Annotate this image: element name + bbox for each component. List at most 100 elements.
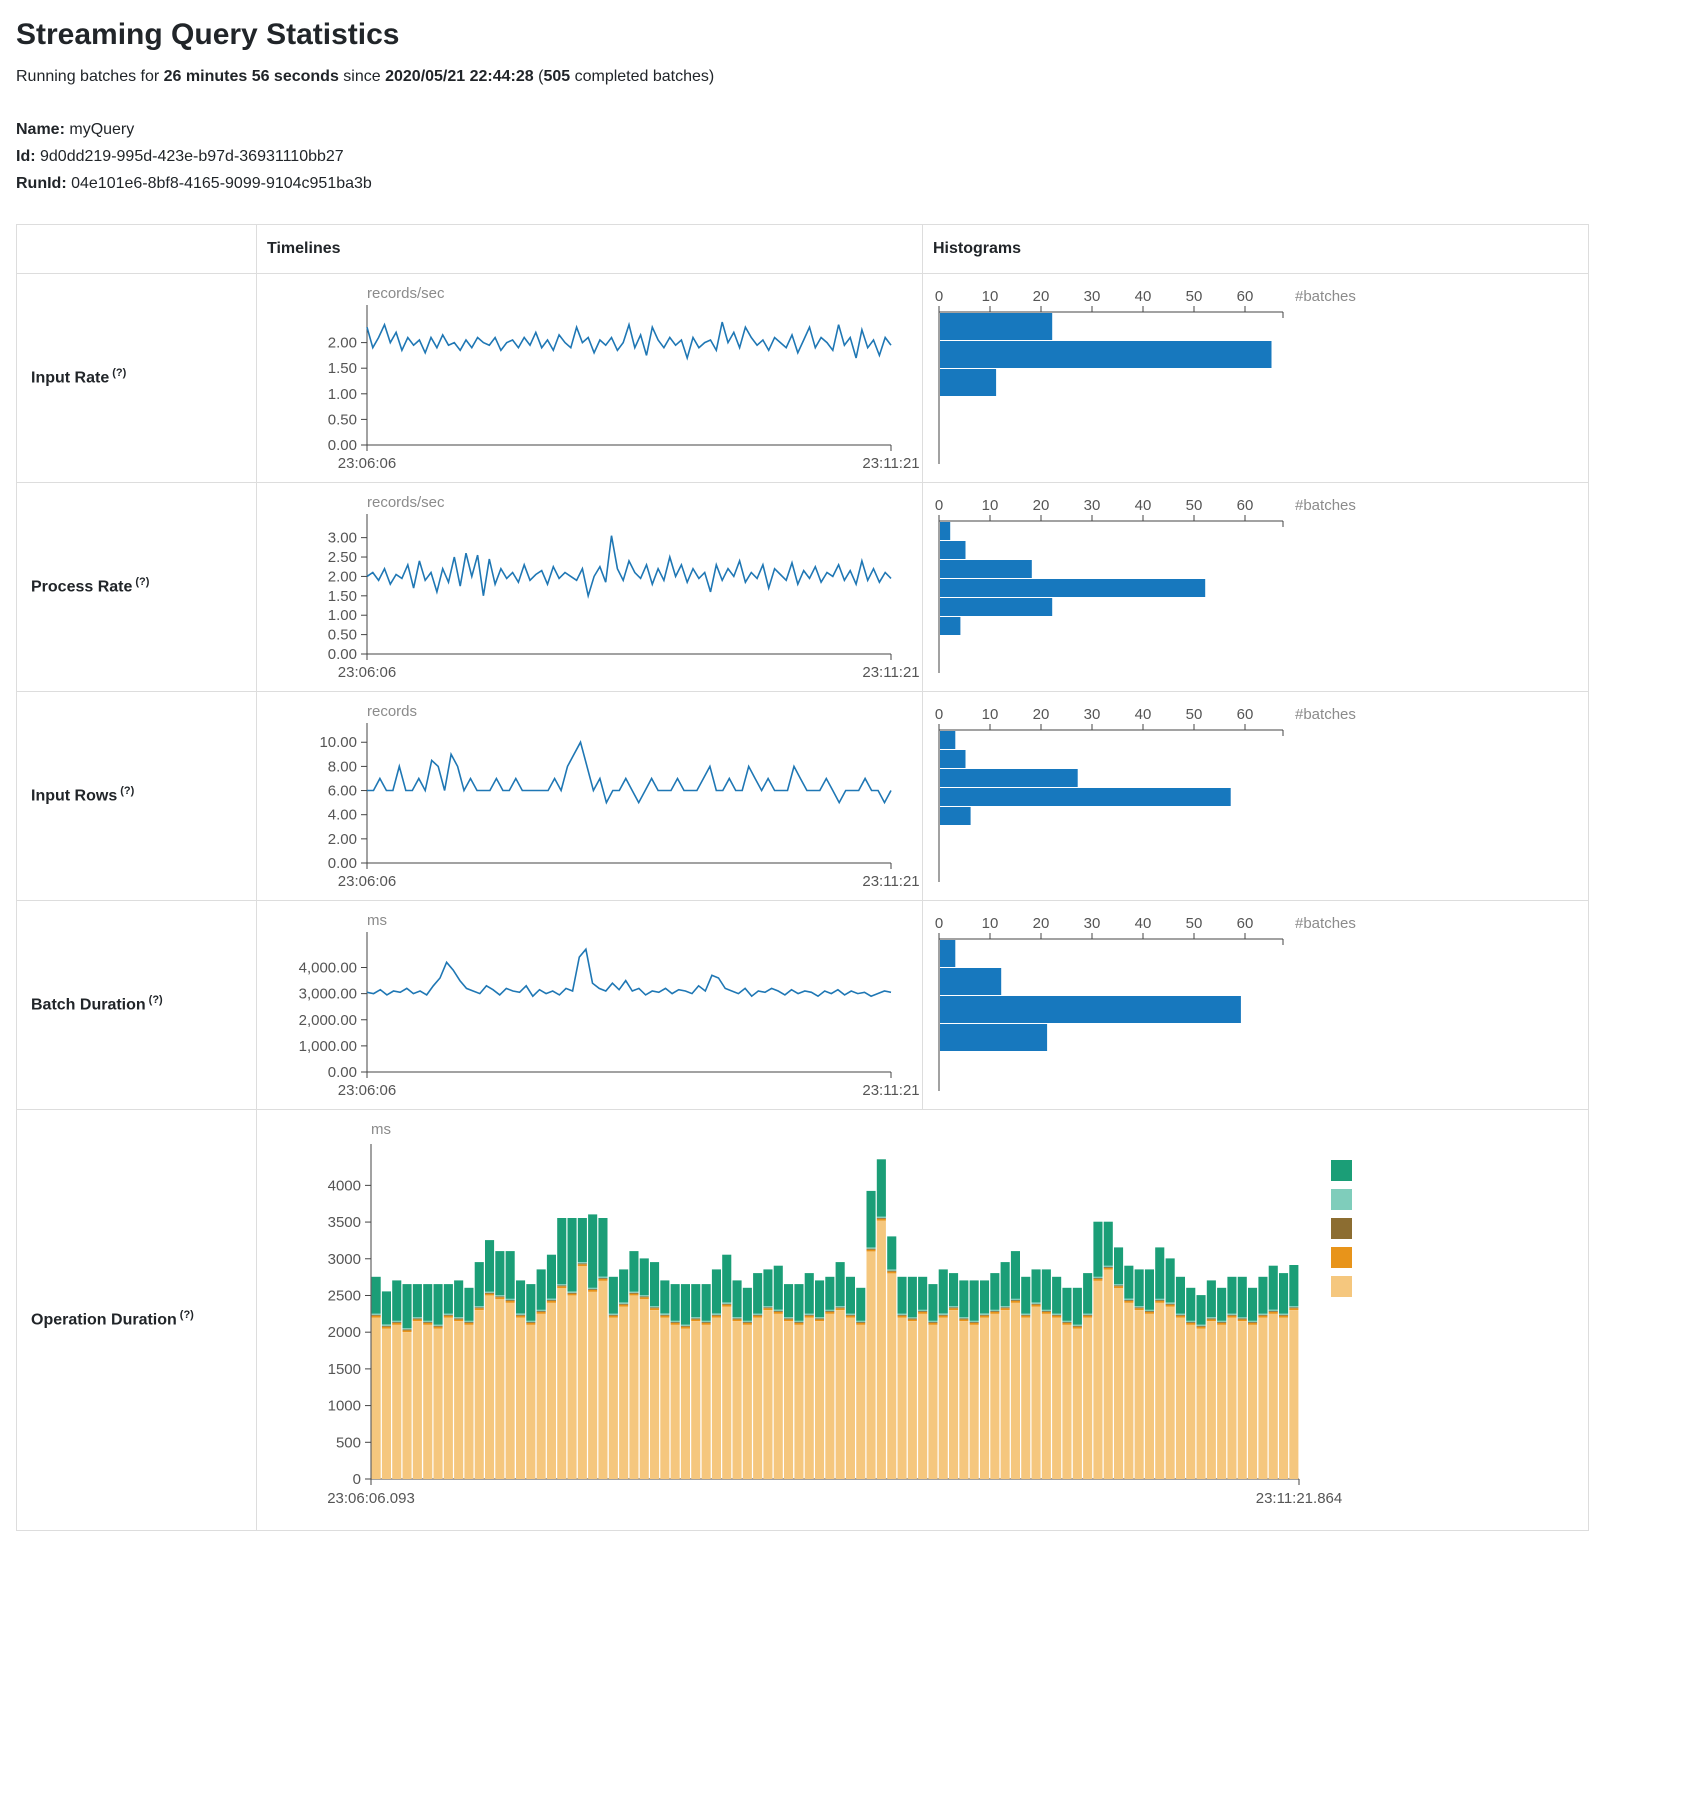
process-rate-histogram-cell: 0 10 20 30 40 50 60 #batches [922, 481, 1589, 692]
svg-text:4.00: 4.00 [328, 806, 357, 823]
svg-text:23:06:06.093: 23:06:06.093 [327, 1490, 415, 1507]
svg-text:23:06:06: 23:06:06 [338, 1082, 396, 1099]
process-rate-timeline-cell: records/sec 0.00 0.50 1.00 1.50 2.00 2.50 3.00 2… [256, 481, 923, 692]
input-rate-timeline-chart: records/sec 0.00 0.50 1.00 1.50 2.00 23:06:06 2… [259, 282, 920, 478]
input-rows-histogram-cell: 0 10 20 30 40 50 60 #batches [922, 690, 1589, 901]
histograms-column-header: Histograms [922, 223, 1589, 274]
svg-text:0: 0 [935, 706, 943, 723]
svg-text:0.00: 0.00 [328, 1064, 357, 1081]
svg-text:23:11:21: 23:11:21 [862, 455, 919, 472]
batch-duration-help-icon[interactable]: (?) [148, 994, 163, 1007]
batch-duration-timeline-cell: ms 0.00 1,000.00 2,000.00 3,000.00 4,000.00 23… [256, 899, 923, 1110]
svg-text:0.00: 0.00 [328, 855, 357, 872]
statistics-table: Timelines Histograms Input Rate (?) recor… [16, 223, 1589, 1531]
svg-text:20: 20 [1033, 915, 1050, 932]
operation-duration-label: Operation Duration (?) [16, 1108, 257, 1531]
input-rate-histogram-chart: 0 10 20 30 40 50 60 #batches [925, 282, 1586, 478]
svg-text:0: 0 [935, 288, 943, 305]
svg-text:50: 50 [1186, 915, 1203, 932]
batch-duration-row: Batch Duration (?) ms 0.00 1,000.00 2,000.00… [16, 899, 1589, 1110]
svg-text:2.00: 2.00 [328, 830, 357, 847]
query-id-row: Id: 9d0dd219-995d-423e-b97d-36931110bb27 [16, 143, 1677, 170]
svg-text:2.50: 2.50 [328, 549, 357, 566]
batch-duration-label: Batch Duration (?) [16, 899, 257, 1110]
svg-text:23:06:06: 23:06:06 [338, 664, 396, 681]
svg-text:23:06:06: 23:06:06 [338, 455, 396, 472]
svg-text:0: 0 [353, 1471, 361, 1488]
process-rate-timeline-chart: records/sec 0.00 0.50 1.00 1.50 2.00 2.50 3.00 2… [259, 491, 920, 687]
svg-text:10.00: 10.00 [319, 734, 357, 751]
running-duration: 26 minutes 56 seconds [163, 68, 339, 85]
operation-duration-stacked-chart: ms 0 500 1000 1500 2000 2500 3000 3500 4000 23:06:… [259, 1118, 1586, 1526]
row-label-text: Input Rate [31, 369, 110, 387]
query-name-label: Name: [16, 121, 65, 138]
process-rate-label: Process Rate (?) [16, 481, 257, 692]
summary-since: since [338, 68, 386, 85]
svg-text:60: 60 [1237, 706, 1254, 723]
row-label-text: Batch Duration [31, 996, 146, 1014]
svg-text:2,000.00: 2,000.00 [299, 1011, 357, 1028]
process-rate-help-icon[interactable]: (?) [135, 576, 150, 589]
query-id-label: Id: [16, 148, 36, 166]
svg-text:4,000.00: 4,000.00 [299, 959, 357, 976]
svg-text:3,000.00: 3,000.00 [299, 985, 357, 1002]
svg-text:20: 20 [1033, 706, 1050, 723]
svg-text:1.50: 1.50 [328, 587, 357, 604]
query-runid-value: 04e101e6-8bf8-4165-9099-9104c951ba3b [71, 175, 372, 193]
input-rows-timeline-cell: records 0.00 2.00 4.00 6.00 8.00 10.00 23:06:06… [256, 690, 923, 901]
input-rows-histogram-chart: 0 10 20 30 40 50 60 #batches [925, 700, 1586, 896]
query-id-value: 9d0dd219-995d-423e-b97d-36931110bb27 [40, 148, 344, 166]
svg-text:0.50: 0.50 [328, 626, 357, 643]
input-rate-histogram-cell: 0 10 20 30 40 50 60 #batches [922, 272, 1589, 483]
svg-text:40: 40 [1135, 915, 1152, 932]
svg-text:23:06:06: 23:06:06 [338, 873, 396, 890]
svg-text:50: 50 [1186, 497, 1203, 514]
svg-text:10: 10 [982, 706, 999, 723]
batch-duration-histogram-chart: 0 10 20 30 40 50 60 #batches [925, 909, 1586, 1105]
svg-text:50: 50 [1186, 288, 1203, 305]
operation-duration-help-icon[interactable]: (?) [179, 1309, 194, 1322]
svg-text:3.00: 3.00 [328, 529, 357, 546]
svg-text:60: 60 [1237, 915, 1254, 932]
svg-text:ms: ms [367, 912, 387, 929]
row-label-text: Operation Duration [31, 1311, 177, 1329]
svg-text:20: 20 [1033, 288, 1050, 305]
svg-text:60: 60 [1237, 288, 1254, 305]
table-header-row: Timelines Histograms [16, 223, 1589, 274]
svg-text:23:11:21.864: 23:11:21.864 [1256, 1490, 1342, 1507]
svg-text:1000: 1000 [328, 1397, 361, 1414]
svg-text:20: 20 [1033, 497, 1050, 514]
svg-text:60: 60 [1237, 497, 1254, 514]
input-rows-row: Input Rows (?) records 0.00 2.00 4.00 6.00 8.0… [16, 690, 1589, 901]
svg-text:2.00: 2.00 [328, 334, 357, 351]
operation-duration-chart-cell: ms 0 500 1000 1500 2000 2500 3000 3500 4000 23:06:… [256, 1108, 1589, 1531]
summary-suffix: completed batches) [570, 68, 715, 85]
svg-text:records/sec: records/sec [367, 285, 445, 302]
input-rate-help-icon[interactable]: (?) [112, 367, 127, 380]
query-name-value: myQuery [69, 121, 135, 138]
page-title: Streaming Query Statistics [16, 18, 400, 51]
svg-text:30: 30 [1084, 706, 1101, 723]
row-label-text: Process Rate [31, 578, 133, 596]
input-rate-timeline-cell: records/sec 0.00 0.50 1.00 1.50 2.00 23:06:06 2… [256, 272, 923, 483]
input-rows-help-icon[interactable]: (?) [120, 785, 135, 798]
svg-text:8.00: 8.00 [328, 758, 357, 775]
svg-text:30: 30 [1084, 915, 1101, 932]
query-runid-row: RunId: 04e101e6-8bf8-4165-9099-9104c951b… [16, 170, 1677, 197]
summary-paren: ( [533, 68, 544, 85]
svg-text:10: 10 [982, 497, 999, 514]
svg-text:50: 50 [1186, 706, 1203, 723]
input-rows-timeline-chart: records 0.00 2.00 4.00 6.00 8.00 10.00 23:06:06… [259, 700, 920, 896]
svg-text:0: 0 [935, 915, 943, 932]
svg-text:30: 30 [1084, 288, 1101, 305]
query-info: Name: myQuery Id: 9d0dd219-995d-423e-b97… [16, 116, 1677, 198]
svg-text:1,000.00: 1,000.00 [299, 1037, 357, 1054]
input-rows-label: Input Rows (?) [16, 690, 257, 901]
svg-text:3000: 3000 [328, 1250, 361, 1267]
batch-duration-timeline-chart: ms 0.00 1,000.00 2,000.00 3,000.00 4,000.00 23… [259, 909, 920, 1105]
svg-text:500: 500 [336, 1434, 361, 1451]
svg-text:1.00: 1.00 [328, 385, 357, 402]
svg-text:4000: 4000 [328, 1177, 361, 1194]
svg-text:#batches: #batches [1295, 915, 1356, 932]
operation-duration-row: Operation Duration (?) ms 0 500 1000 1500 2000… [16, 1108, 1589, 1531]
